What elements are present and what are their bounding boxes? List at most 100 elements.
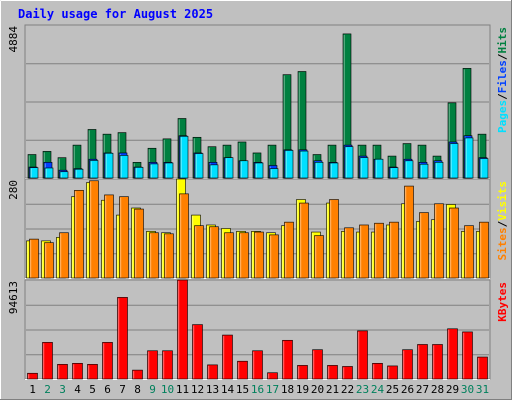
y-max-label-visits: 280	[7, 180, 20, 200]
bar-kbytes	[87, 364, 98, 380]
panels-layer: 4884Pages/Files/Hits280Sites/Visits94613…	[7, 24, 509, 380]
side-label-files: Files	[496, 60, 509, 93]
bar-sites	[284, 221, 294, 279]
bar-pages	[389, 167, 399, 179]
side-label-separator: /	[496, 53, 509, 60]
bar-sites	[329, 199, 339, 279]
bar-kbytes	[402, 349, 413, 380]
bar-kbytes	[237, 360, 248, 380]
bar-pages	[449, 143, 459, 179]
bar-sites	[344, 227, 354, 279]
bar-sites	[404, 185, 414, 279]
bar-pages	[74, 168, 84, 179]
bar-kbytes	[147, 350, 158, 380]
bar-pages	[194, 153, 204, 179]
x-tick-label: 11	[176, 383, 189, 396]
bar-pages	[209, 164, 219, 179]
bar-pages	[479, 158, 489, 179]
x-tick-label: 3	[59, 383, 66, 396]
x-tick-label: 24	[371, 383, 385, 396]
bar-kbytes	[267, 372, 278, 380]
bar-pages	[284, 150, 294, 179]
bar-pages	[464, 137, 474, 179]
bar-kbytes	[372, 363, 383, 380]
x-tick-label: 20	[311, 383, 324, 396]
side-label-separator: /	[496, 220, 509, 227]
bar-kbytes	[417, 344, 428, 380]
bar-kbytes	[477, 356, 488, 380]
y-max-label-hits: 4884	[7, 26, 20, 53]
bar-pages	[224, 157, 234, 179]
x-tick-label: 7	[119, 383, 126, 396]
x-tick-label: 5	[89, 383, 96, 396]
bar-kbytes	[132, 369, 143, 380]
x-tick-label: 31	[476, 383, 489, 396]
bar-pages	[254, 162, 264, 179]
x-tick-label: 28	[431, 383, 444, 396]
x-tick-label: 16	[251, 383, 264, 396]
bar-pages	[164, 162, 174, 179]
x-tick-label: 1	[29, 383, 36, 396]
bar-sites	[434, 203, 444, 279]
bar-sites	[164, 233, 174, 279]
x-tick-label: 25	[386, 383, 399, 396]
x-tick-label: 13	[206, 383, 219, 396]
x-tick-label: 9	[149, 383, 156, 396]
x-tick-label: 4	[74, 383, 81, 396]
bar-sites	[149, 232, 159, 279]
bar-pages	[89, 160, 99, 179]
bar-pages	[404, 160, 414, 179]
bar-pages	[434, 162, 444, 179]
bar-pages	[344, 146, 354, 179]
x-tick-label: 6	[104, 383, 111, 396]
x-tick-label: 21	[326, 383, 339, 396]
bar-sites	[134, 208, 144, 279]
bar-kbytes	[177, 279, 188, 380]
bar-sites	[74, 190, 84, 279]
bar-sites	[254, 231, 264, 279]
bar-sites	[179, 193, 189, 279]
bar-kbytes	[207, 364, 218, 380]
bar-sites	[44, 242, 54, 279]
bar-pages	[134, 167, 144, 179]
x-tick-label: 30	[461, 383, 474, 396]
bar-kbytes	[282, 339, 293, 380]
x-tick-label: 26	[401, 383, 414, 396]
bar-sites	[209, 226, 219, 279]
bar-pages	[314, 162, 324, 179]
side-label-sites: Sites	[496, 227, 509, 260]
bar-sites	[314, 235, 324, 279]
x-tick-label: 22	[341, 383, 354, 396]
bar-sites	[479, 221, 489, 279]
bar-pages	[119, 155, 129, 179]
x-tick-label: 8	[134, 383, 141, 396]
bar-pages	[104, 152, 114, 179]
bar-pages	[374, 158, 384, 179]
x-tick-label: 14	[221, 383, 235, 396]
bar-sites	[29, 238, 39, 279]
chart-title: Daily usage for August 2025	[18, 7, 213, 21]
bar-kbytes	[102, 342, 113, 380]
bar-pages	[44, 167, 54, 179]
bar-sites	[239, 232, 249, 279]
bar-sites	[359, 224, 369, 279]
bar-pages	[149, 163, 159, 179]
bar-pages	[59, 171, 69, 179]
x-axis-labels: 1 2 3 4 5 6 7 8 9 10 11 12 13 14 15 16 17 18 19 20 21 22 23 24 2…	[29, 383, 489, 396]
bar-sites	[374, 222, 384, 279]
bar-pages	[179, 136, 189, 179]
x-tick-label: 23	[356, 383, 369, 396]
side-label-kbytes: KBytes	[496, 282, 509, 322]
bar-pages	[419, 163, 429, 179]
x-tick-label: 18	[281, 383, 294, 396]
bar-kbytes	[192, 324, 203, 380]
side-label-separator: /	[496, 93, 509, 100]
bar-sites	[269, 234, 279, 279]
bar-kbytes	[57, 364, 68, 380]
x-tick-label: 17	[266, 383, 279, 396]
bar-kbytes	[387, 365, 398, 380]
x-tick-label: 29	[446, 383, 459, 396]
bar-sites	[419, 212, 429, 279]
